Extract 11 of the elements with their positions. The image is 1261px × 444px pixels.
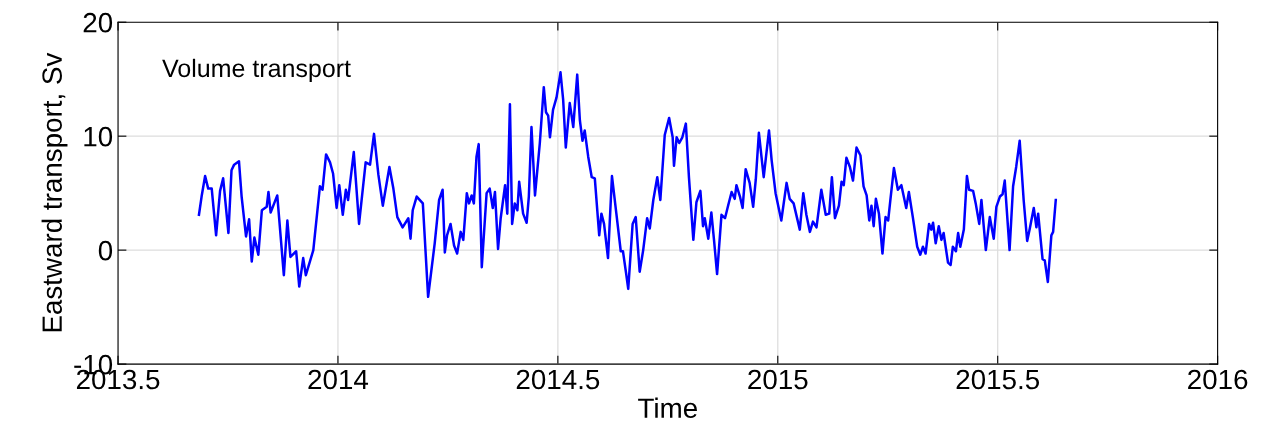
y-tick-label: 0 xyxy=(98,240,113,261)
x-tick-label: 2014.5 xyxy=(516,369,600,390)
x-tick-label: 2016 xyxy=(1188,369,1248,390)
y-tick-label: 20 xyxy=(83,12,113,33)
annotation: Volume transport xyxy=(162,58,351,83)
x-axis-title: Time xyxy=(638,397,697,419)
y-tick-label: 10 xyxy=(84,126,113,147)
x-tick-label: 2015.5 xyxy=(956,369,1040,390)
x-tick-label: 2015 xyxy=(748,369,808,390)
x-tick-label: 2014 xyxy=(308,369,369,390)
y-axis-title: Eastward transport, Sv xyxy=(41,52,68,332)
